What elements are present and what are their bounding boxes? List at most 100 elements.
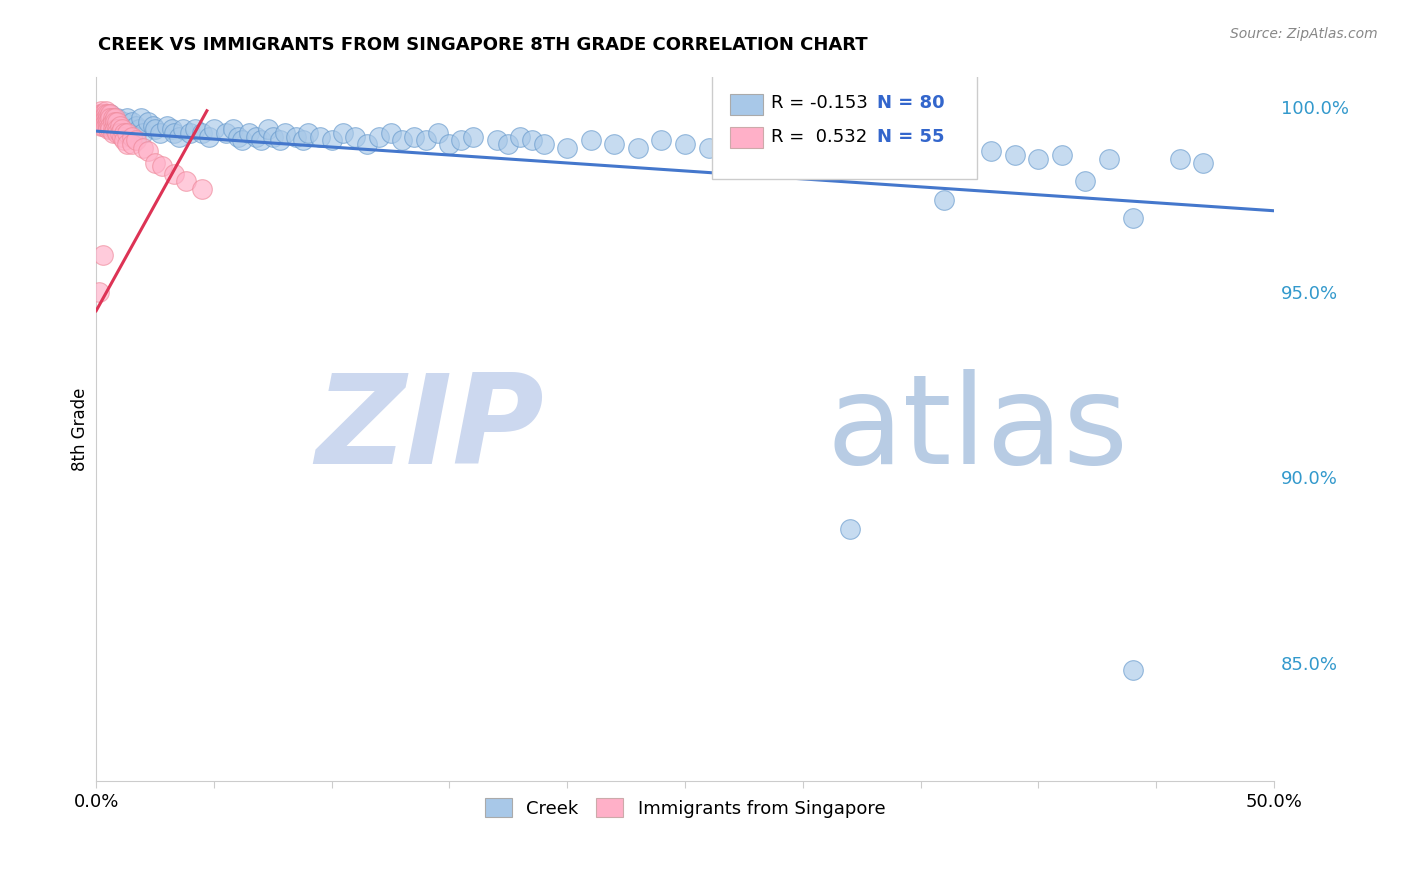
Point [111,122,134,136]
Point [309,129,332,144]
Point [198,129,221,144]
Point [91,119,114,133]
Point [174,174,197,188]
Point [498,137,520,152]
Point [1050,148,1073,162]
Point [792,145,814,159]
Point [97,119,120,133]
Point [697,141,720,155]
Point [136,145,159,159]
Point [1074,174,1097,188]
Point [87,107,110,121]
Point [121,129,143,144]
Point [101,115,124,129]
Point [509,129,531,144]
Point [191,181,214,195]
Point [104,115,127,129]
Point [90,107,112,121]
Point [485,133,508,147]
Point [356,137,378,152]
Point [125,119,148,133]
Point [128,122,150,136]
Point [167,129,190,144]
Point [910,141,932,155]
Point [297,126,319,140]
Point [98,111,121,125]
Point [94,107,117,121]
Text: ZIP: ZIP [315,368,544,490]
Point [87,111,110,125]
Point [344,129,367,144]
Point [721,145,744,159]
Point [533,137,555,152]
FancyBboxPatch shape [711,74,977,179]
Point [768,141,790,155]
Point [90,111,112,125]
Point [886,148,908,162]
Point [115,126,138,140]
Point [136,115,159,129]
Point [150,159,173,173]
Point [115,111,138,125]
Point [114,133,136,147]
Point [98,122,121,136]
Point [380,126,402,140]
Point [1004,148,1026,162]
Point [114,115,136,129]
Point [273,126,295,140]
Point [87,285,110,300]
Point [285,129,308,144]
Point [744,137,766,152]
Point [87,115,110,129]
Legend: Creek, Immigrants from Singapore: Creek, Immigrants from Singapore [477,791,893,825]
Point [91,115,114,129]
Point [461,129,484,144]
Point [132,126,155,140]
Point [108,119,131,133]
Point [105,126,128,140]
Point [650,133,672,147]
Point [215,126,238,140]
Point [94,115,117,129]
Point [101,111,124,125]
Point [426,126,449,140]
Point [1192,155,1215,169]
Point [115,137,138,152]
Point [98,107,121,121]
Point [245,129,267,144]
Point [118,122,141,136]
Point [179,126,201,140]
Point [90,103,112,118]
Point [114,126,136,140]
Point [163,126,186,140]
Point [838,522,860,536]
Point [97,122,120,136]
Point [202,122,225,136]
Point [101,126,124,140]
Point [555,141,578,155]
Point [160,122,183,136]
Point [627,141,650,155]
Point [94,111,117,125]
Point [97,107,120,121]
Point [238,126,260,140]
Point [142,119,165,133]
Text: N = 55: N = 55 [877,128,945,145]
Point [97,111,120,125]
Point [108,126,131,140]
Point [450,133,472,147]
Point [250,133,273,147]
Point [603,137,626,152]
Point [231,133,253,147]
Point [156,119,179,133]
Point [149,126,172,140]
Point [90,115,112,129]
Point [257,122,280,136]
Point [226,129,249,144]
Point [838,141,860,155]
Point [132,141,155,155]
Point [579,133,602,147]
Point [101,115,124,129]
Point [367,129,389,144]
Point [105,122,128,136]
